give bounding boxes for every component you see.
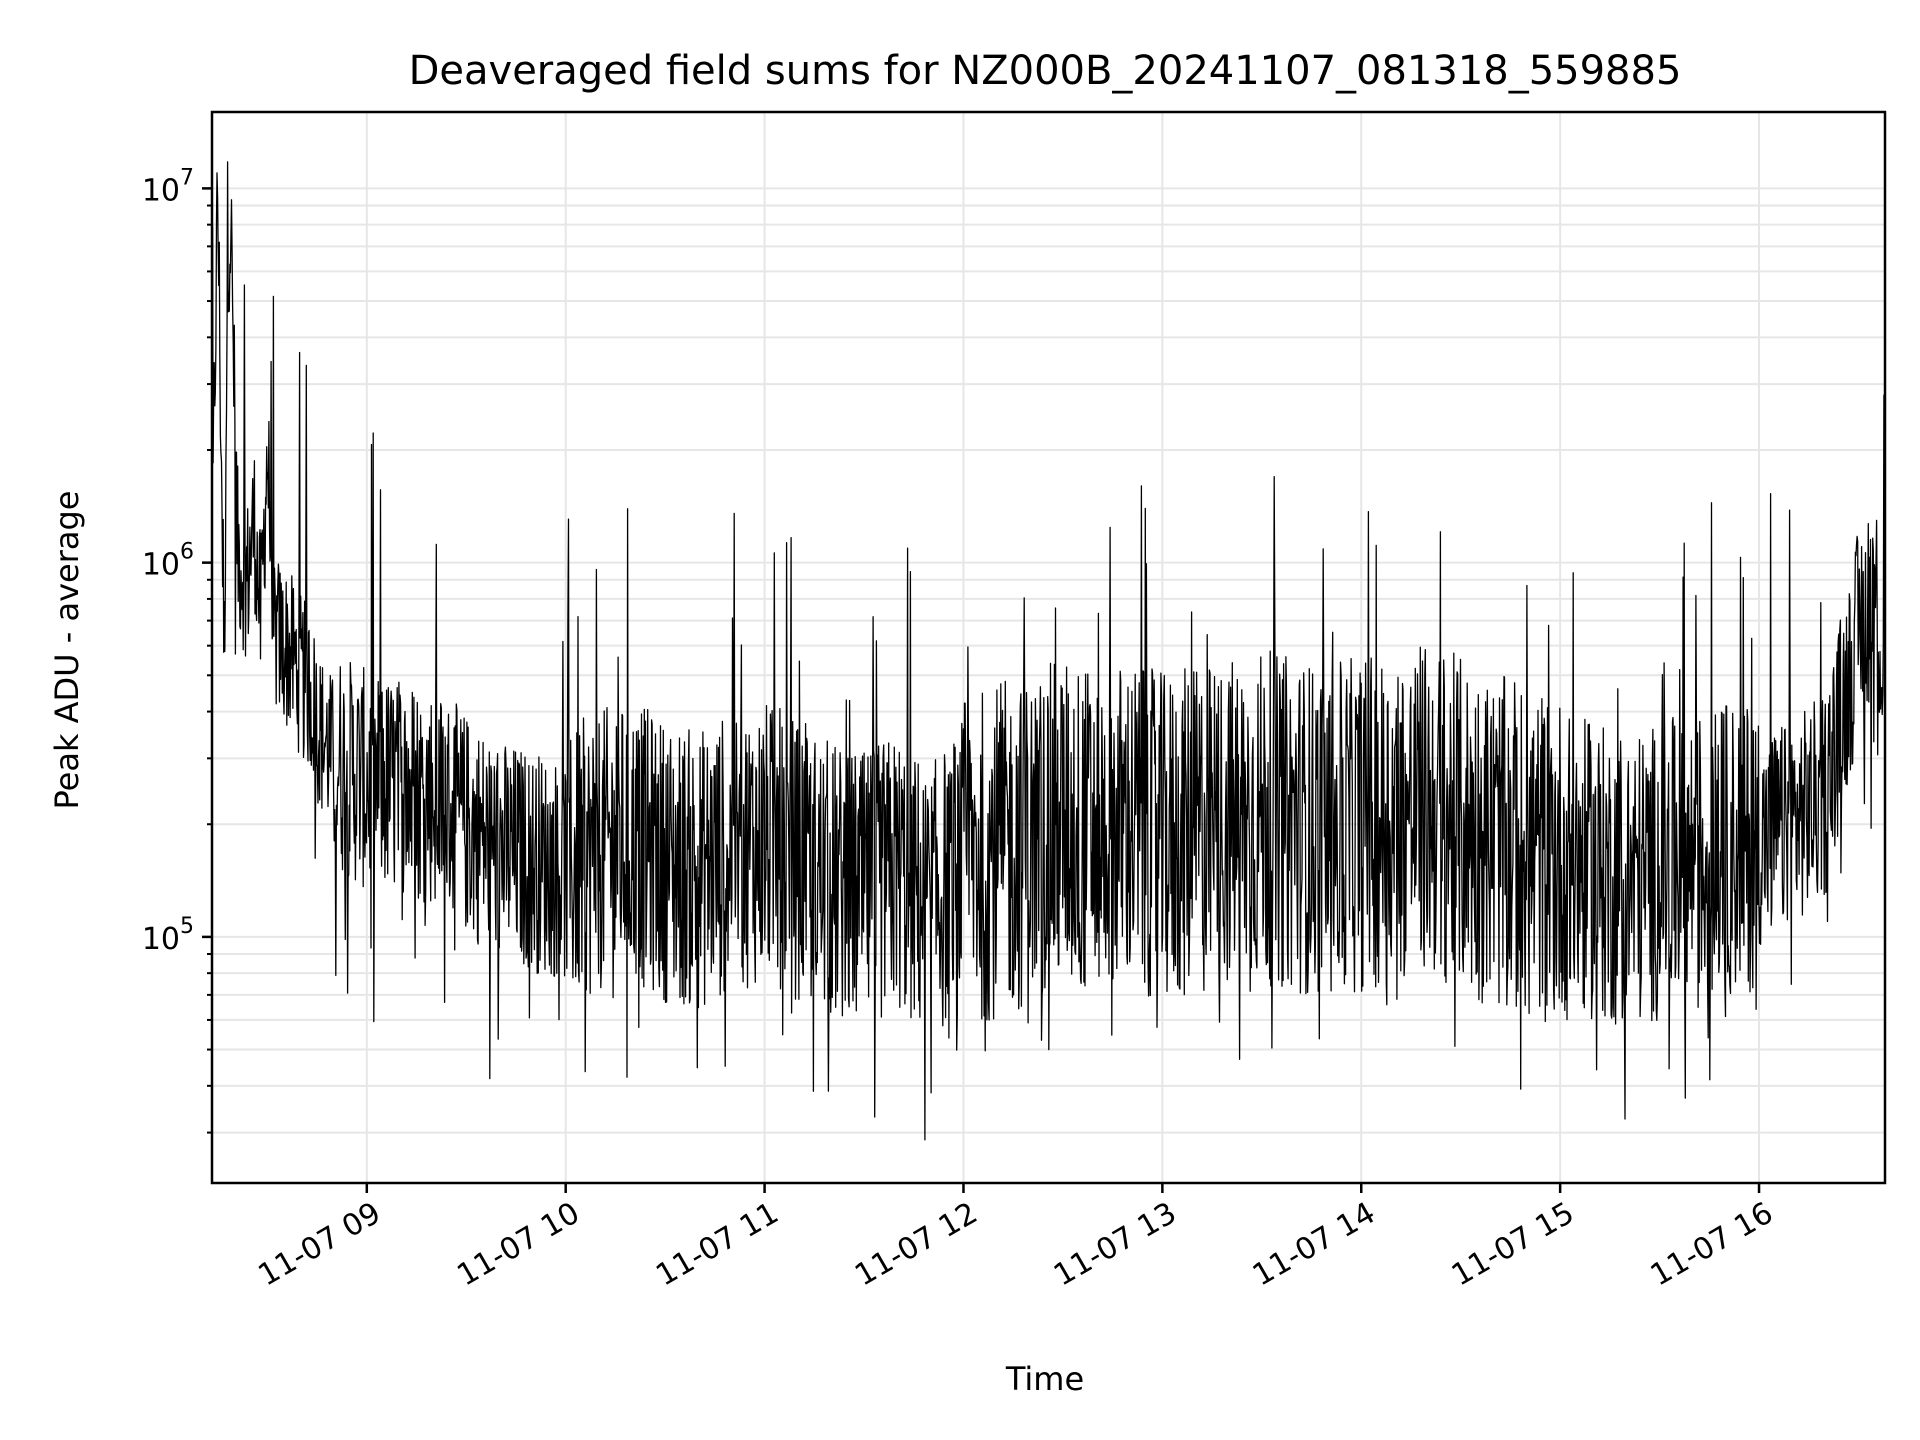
y-tick-label: 105	[142, 914, 194, 957]
x-axis-label: Time	[1005, 1360, 1084, 1398]
series-line	[211, 161, 1886, 1141]
series-group	[211, 161, 1886, 1141]
y-tick-label: 106	[142, 540, 194, 583]
plot-frame	[210, 110, 1887, 1185]
chart-title: Deaveraged field sums for NZ000B_2024110…	[409, 48, 1682, 94]
y-axis-label: Peak ADU - average	[48, 491, 86, 810]
y-axis: 105 106 107	[142, 165, 212, 1134]
y-tick-label: 107	[142, 165, 194, 208]
